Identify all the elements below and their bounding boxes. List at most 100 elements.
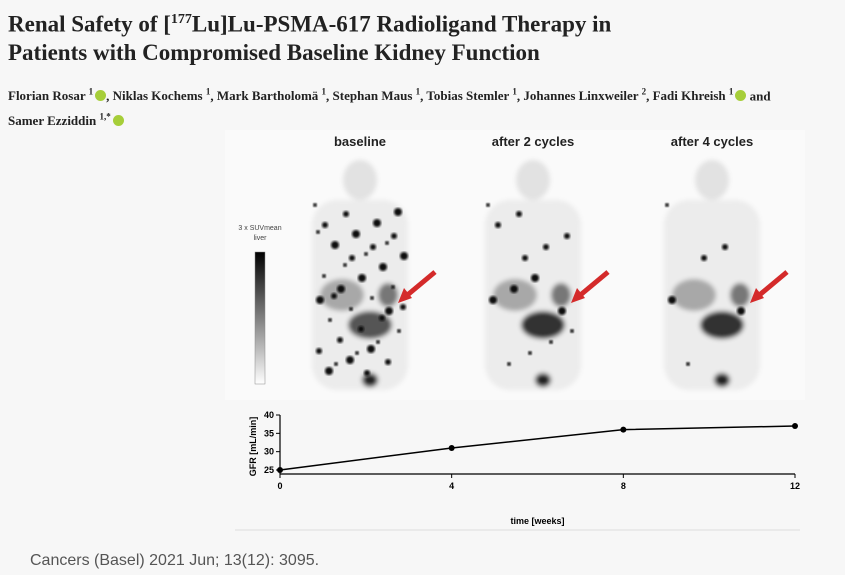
author-name: Florian Rosar: [8, 88, 86, 104]
orcid-icon: [95, 90, 107, 102]
lesion: [313, 203, 317, 207]
bowel: [348, 311, 392, 339]
lesion: [355, 351, 359, 355]
author-name: Johannes Linxweiler: [523, 88, 639, 104]
lesion: [316, 296, 324, 304]
lesion: [367, 345, 375, 353]
pet-image: after 4 cycles: [664, 134, 789, 390]
lesion: [549, 340, 553, 344]
lesion: [397, 329, 401, 333]
author: Fadi Khreish 1: [652, 87, 747, 104]
lesion: [331, 293, 337, 299]
lesion: [358, 274, 366, 282]
author: Stephan Maus 1: [332, 87, 421, 104]
author-name: Tobias Stemler: [426, 88, 510, 104]
lesion: [570, 329, 574, 333]
red-arrow-head: [750, 288, 764, 303]
lesion: [385, 359, 391, 365]
red-arrow-head: [398, 288, 412, 303]
author-name: Stephan Maus: [332, 88, 413, 104]
colorbar-label: 3 x SUVmean: [238, 225, 281, 232]
affiliation: 1: [321, 87, 327, 97]
lesion: [394, 208, 402, 216]
lesion: [510, 285, 518, 293]
panel-label: after 2 cycles: [492, 134, 574, 149]
y-axis-label: GFR [mL/min]: [248, 417, 258, 477]
lesion: [343, 263, 347, 267]
y-tick-label: 40: [264, 410, 274, 420]
author-name: Mark Bartholomä: [216, 88, 319, 104]
lesion: [701, 255, 707, 261]
lesion: [325, 367, 333, 375]
lesion: [322, 274, 326, 278]
title-superscript: 177: [170, 12, 192, 27]
data-point: [277, 467, 283, 473]
author-name: Fadi Khreish: [652, 88, 726, 104]
lesion: [379, 315, 385, 321]
affiliation: 1: [728, 87, 734, 97]
lesion: [486, 203, 490, 207]
title-text: Renal Safety of [: [8, 11, 171, 37]
author-name: Niklas Kochems: [112, 88, 203, 104]
affiliation: 1: [415, 87, 421, 97]
lesion: [370, 296, 374, 300]
lesion: [528, 351, 532, 355]
lesion: [331, 241, 339, 249]
kidney: [551, 283, 571, 307]
author: Samer Ezziddin 1,*: [8, 111, 124, 128]
data-point: [792, 423, 798, 429]
lesion: [337, 337, 343, 343]
head: [516, 160, 550, 200]
citation: Cancers (Basel) 2021 Jun; 13(12): 3095.: [30, 552, 320, 569]
separator: ,: [646, 88, 650, 104]
lesion: [364, 370, 370, 376]
lesion: [349, 307, 353, 311]
bladder: [362, 373, 378, 387]
x-axis-label: time [weeks]: [510, 516, 564, 526]
body-silhouette: [664, 160, 760, 390]
author: Johannes Linxweiler 2: [523, 87, 647, 104]
y-tick-label: 30: [264, 447, 274, 457]
lesion: [385, 307, 393, 315]
separator: and: [749, 88, 771, 104]
affiliation: 1: [88, 87, 94, 97]
liver: [672, 279, 716, 311]
color-bar: [254, 251, 266, 385]
affiliation: 2: [641, 87, 647, 97]
data-point: [620, 426, 627, 433]
head: [695, 160, 729, 200]
kidney: [730, 283, 750, 307]
x-tick-label: 8: [621, 481, 626, 491]
affiliation: 1,*: [99, 111, 111, 122]
liver: [320, 279, 364, 311]
y-tick-label: 35: [264, 428, 274, 438]
lesion: [379, 263, 387, 271]
orcid-icon: [112, 114, 124, 126]
red-arrow: [576, 270, 610, 299]
lesion: [337, 285, 345, 293]
lesion: [358, 326, 364, 332]
title-text: Lu]Lu-PSMA-617 Radioligand Therapy in Pa…: [8, 11, 612, 65]
lesion: [400, 304, 406, 310]
lesion: [385, 241, 389, 245]
separator: ,: [210, 88, 214, 104]
affiliation: 1: [512, 87, 517, 97]
lesion: [373, 219, 381, 227]
liver: [493, 279, 537, 311]
lesion: [686, 362, 690, 366]
lesion: [322, 222, 328, 228]
bowel: [700, 311, 744, 339]
panel-label: after 4 cycles: [671, 134, 753, 149]
red-arrow-head: [571, 288, 585, 303]
x-tick-label: 12: [790, 481, 800, 491]
lesion: [349, 255, 355, 261]
lesion: [665, 203, 669, 207]
red-arrow: [403, 270, 437, 299]
lesion: [668, 296, 676, 304]
lesion: [346, 356, 354, 364]
lesion: [400, 252, 408, 260]
lesion: [507, 362, 511, 366]
lesion: [516, 211, 522, 217]
separator: ,: [420, 88, 424, 104]
